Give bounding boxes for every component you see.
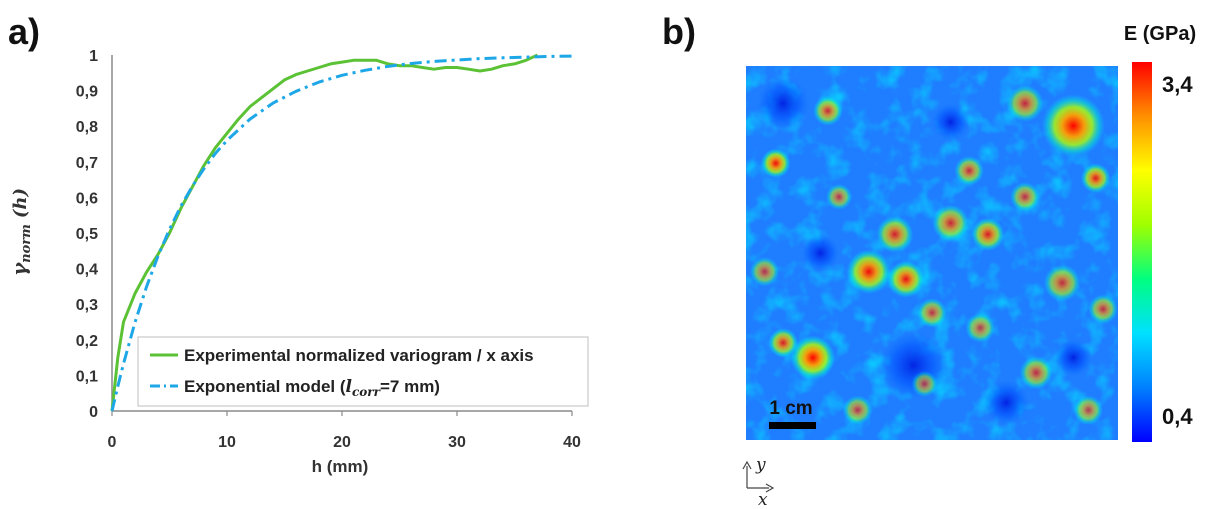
legend: Experimental normalized variogram / x ax… [137, 336, 589, 407]
colorbar-max-label: 3,4 [1162, 72, 1193, 97]
y-tick-label: 0,5 [76, 226, 98, 243]
axes-indicator-x-arrowhead [765, 483, 775, 493]
y-tick-label: 0 [89, 404, 98, 421]
map-coldspot [932, 103, 970, 141]
colorbar-title: E (GPa) [1124, 23, 1196, 45]
x-tick-label: 0 [108, 434, 117, 451]
map-hotspot [932, 204, 970, 242]
y-tick-label: 0,9 [76, 84, 98, 101]
map-hotspot [768, 327, 799, 358]
scale-bar [769, 422, 816, 429]
map-hotspot [1073, 395, 1104, 425]
map-hotspot [812, 96, 843, 126]
variogram-chart: 00,10,20,30,40,50,60,70,80,91 0 10 20 30 40 … [7, 48, 589, 476]
colorbar [1132, 62, 1152, 442]
legend-label-exponential-suffix: =7 mm) [380, 377, 440, 396]
legend-label-exponential-sub: corr [352, 385, 382, 399]
x-tick-label: 20 [333, 434, 351, 451]
x-tick-label: 40 [563, 434, 581, 451]
map-coldspot [757, 77, 810, 130]
map-hotspot [1041, 94, 1105, 158]
modulus-map: 1 cm y x E (GPa) 3,4 0,4 [742, 23, 1196, 509]
map-hotspot [887, 260, 925, 298]
y-axis-title-arg: (h) [10, 188, 31, 218]
panel-a-label: a) [8, 11, 40, 52]
map-hotspot [749, 256, 780, 287]
axes-indicator-y-arrowhead [742, 460, 752, 470]
map-coldspot [801, 234, 840, 272]
map-hotspot [1010, 182, 1040, 212]
x-tick-label: 30 [448, 434, 466, 451]
y-tick-label: 0,1 [76, 368, 98, 385]
map-hotspot [971, 217, 1005, 252]
y-axis-title-main: γ [7, 262, 31, 276]
x-tick-labels: 0 10 20 30 40 [108, 411, 581, 451]
map-hotspots [749, 84, 1118, 425]
x-tick-label: 10 [218, 434, 236, 451]
y-tick-label: 0,7 [76, 155, 98, 172]
y-tick-labels: 0 0,1 0,2 0,3 0,4 0,5 0,6 0,7 0,8 0,9 1 [76, 48, 98, 421]
map-coldspot [984, 380, 1029, 425]
colorbar-min-label: 0,4 [1162, 404, 1193, 429]
y-tick-label: 0,2 [76, 333, 98, 350]
map-hotspot [876, 215, 914, 253]
map-coldspots [757, 77, 1092, 425]
legend-label-exponential-math: l [346, 377, 353, 397]
panel-b-label: b) [662, 11, 696, 52]
map-hotspot [965, 312, 996, 343]
map-coldspot [1054, 339, 1092, 377]
map-hotspot [760, 148, 791, 179]
map-hotspot [917, 297, 947, 328]
x-axis-title: h (mm) [312, 457, 369, 476]
map-hotspot [954, 155, 985, 186]
axes-indicator: y x [742, 455, 775, 509]
y-tick-label: 0,3 [76, 297, 98, 314]
map-hotspot [1006, 84, 1044, 122]
y-axis-title-sub: norm [19, 224, 34, 263]
map-hotspot [842, 395, 873, 425]
map-hotspot [1080, 163, 1111, 194]
map-hotspot [1043, 264, 1081, 302]
map-hotspot [846, 249, 892, 295]
legend-box [137, 336, 589, 407]
axes-indicator-y-label: y [755, 455, 766, 475]
y-tick-label: 0,8 [76, 119, 98, 136]
y-tick-label: 0,4 [76, 262, 98, 279]
axes-indicator-x-label: x [758, 490, 768, 509]
series-line-exponential [110, 54, 573, 412]
legend-label-exponential-prefix: Exponential model ( [184, 377, 346, 396]
map-hotspot [1088, 294, 1118, 324]
legend-label-exponential: Exponential model (lcorr=7 mm) [184, 377, 440, 399]
y-tick-label: 0,6 [76, 190, 98, 207]
map-hotspot [1019, 355, 1053, 390]
map-hotspot [825, 183, 853, 210]
map-hotspot [790, 335, 836, 381]
map-hotspot [911, 370, 938, 397]
y-axis-title: γnorm (h) [7, 188, 34, 276]
legend-label-experimental: Experimental normalized variogram / x ax… [184, 346, 534, 365]
y-tick-label: 1 [89, 48, 98, 65]
series-line-experimental [110, 53, 539, 412]
series-group [110, 53, 573, 412]
scale-bar-label: 1 cm [769, 398, 812, 419]
